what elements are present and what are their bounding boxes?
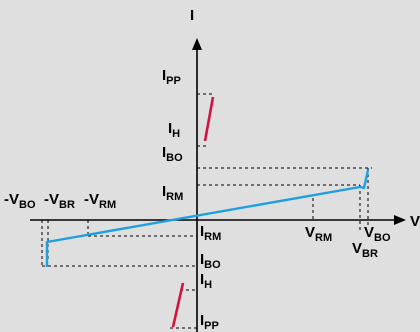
label-irm-top: IRM xyxy=(162,183,183,203)
y-axis-arrow-icon xyxy=(192,38,202,50)
y-axis-label: I xyxy=(190,7,194,24)
holding-segment-bottom xyxy=(171,282,185,328)
label-irm-bottom: IRM xyxy=(200,223,221,243)
x-axis-arrow-icon xyxy=(394,215,406,225)
label-neg-vrm: -VRM xyxy=(84,191,116,211)
label-ih-top: IH xyxy=(168,120,180,140)
label-ibo-top: IBO xyxy=(162,144,183,164)
label-neg-vbo: -VBO xyxy=(4,191,36,211)
label-vbr: VBR xyxy=(352,240,378,260)
label-ih-bottom: IH xyxy=(200,271,212,291)
label-ibo-bottom: IBO xyxy=(200,251,221,271)
label-vrm: VRM xyxy=(305,224,332,244)
x-axis-label: V xyxy=(410,213,420,230)
holding-segment-top xyxy=(203,96,215,142)
axes xyxy=(30,38,406,332)
label-vbo: VBO xyxy=(364,224,391,244)
label-neg-vbr: -VBR xyxy=(44,191,75,211)
label-ipp-top: IPP xyxy=(162,67,181,87)
label-ipp-bottom: IPP xyxy=(200,312,219,332)
forward-characteristic-curve xyxy=(45,169,370,267)
